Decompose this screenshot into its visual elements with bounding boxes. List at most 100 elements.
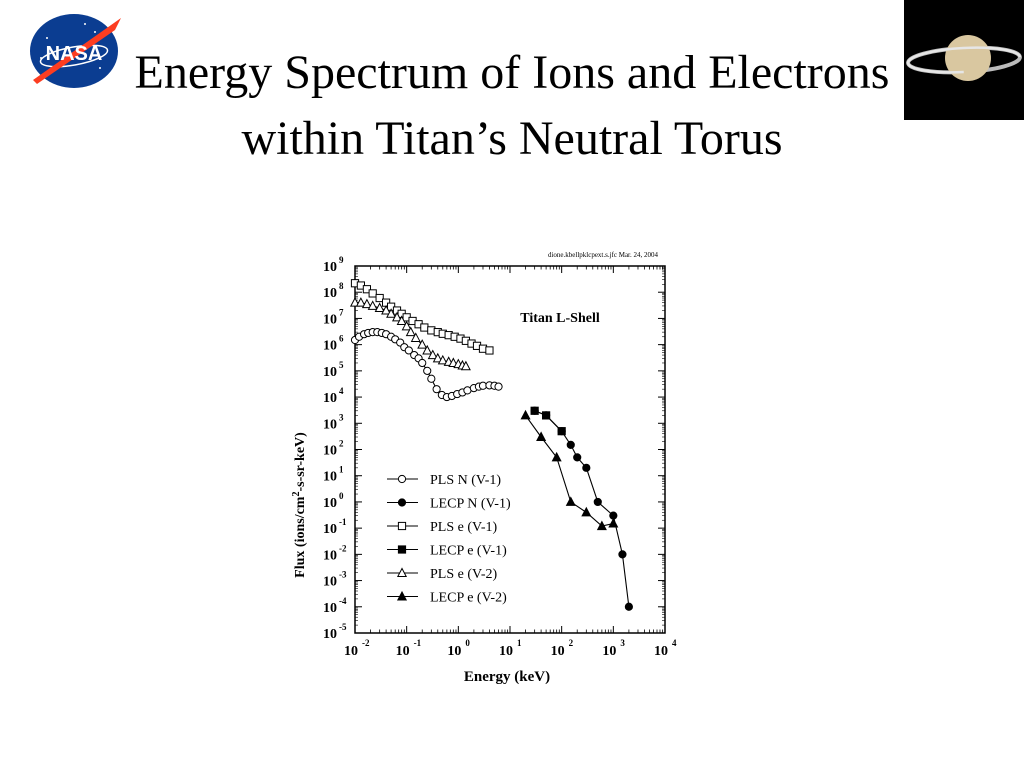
data-point [381,304,392,315]
legend-marker [397,474,407,484]
legend-item: PLS e (V-1) [387,520,497,535]
data-point [551,451,562,462]
series-lecp-e-v-1 [530,406,566,436]
series-pls-n-v-1 [350,328,503,402]
y-tick-exp: -4 [339,596,347,606]
x-tick-label: 10 [551,644,565,659]
nasa-logo-vector [33,18,121,84]
legend-label: PLS e (V-1) [430,520,497,535]
data-point [420,323,429,332]
data-point [460,360,471,371]
legend-item: LECP e (V-2) [387,591,507,606]
data-point [427,374,436,383]
data-point [367,300,378,310]
y-tick-exp: 9 [339,255,344,265]
nasa-logo: NASA [25,10,123,92]
data-point [410,332,421,342]
x-tick-exp: -2 [362,638,370,648]
legend-marker [397,545,407,554]
y-tick-exp: 4 [339,386,344,396]
data-point [542,411,551,420]
x-tick-label: 10 [654,644,668,659]
data-point [432,352,443,363]
legend-label: PLS e (V-2) [430,567,497,582]
series-group [349,279,633,611]
y-tick-label: 10 [323,496,337,511]
x-tick-label: 10 [499,644,513,659]
data-point [386,308,397,318]
y-tick-label: 10 [323,444,337,459]
data-point [494,382,503,391]
data-point [536,431,547,441]
chart-legend: PLS N (V-1) LECP N (V-1) PLS e (V-1) LECP e… [387,473,511,606]
data-point [374,302,385,312]
x-tick-exp: 1 [517,638,522,648]
data-point [624,602,633,611]
data-point [362,285,372,294]
x-tick-exp: 2 [569,638,574,648]
y-tick-label: 10 [323,312,337,327]
x-tick-exp: 0 [465,638,470,648]
legend-marker [396,590,408,601]
y-tick-exp: 5 [339,360,344,370]
legend-item: LECP N (V-1) [387,497,511,512]
y-tick-exp: -1 [339,517,347,527]
nasa-logo-text: NASA [46,43,103,65]
data-point [565,496,576,506]
data-point [405,326,416,337]
y-tick-exp: 7 [339,307,344,317]
x-tick-label: 10 [602,644,616,659]
legend-label: LECP N (V-1) [430,497,511,512]
y-axis-label: Flux (ions/cm2-s-sr-keV) [291,432,308,578]
y-tick-exp: -2 [339,543,347,553]
y-tick-exp: 6 [339,334,344,344]
data-point [423,366,432,375]
y-tick-label: 10 [323,417,337,432]
series-pls-e-v-1 [350,279,494,355]
data-point [520,409,531,420]
data-point [401,320,412,331]
x-tick-label: 10 [396,644,410,659]
legend-marker [396,567,408,577]
x-tick-exp: -1 [414,638,422,648]
data-point [485,346,494,355]
series-pls-e-v-2 [349,297,471,371]
y-tick-exp: 8 [339,281,344,291]
y-label-sup: 2 [291,492,302,497]
y-tick-exp: 0 [339,491,344,501]
data-point [417,339,428,349]
y-tick-label: 10 [323,627,337,642]
series-lecp-e-v-2 [520,409,619,531]
saturn-planet [945,35,991,81]
x-tick-label: 10 [344,644,358,659]
slide-title: Energy Spectrum of Ions and Electrons wi… [134,46,890,165]
legend-label: PLS N (V-1) [430,473,501,488]
x-tick-label: 10 [447,644,461,659]
saturn-image [904,0,1024,120]
y-tick-exp: -5 [339,622,347,632]
data-point [557,427,566,436]
data-point [349,297,361,307]
data-point [437,354,448,365]
chart-header-note: dione.kbellpklcpext.s.jfc Mar. 24, 2004 [548,251,659,259]
y-tick-exp: 2 [339,439,344,449]
legend-item: PLS e (V-2) [387,567,497,582]
data-point [432,385,441,394]
y-tick-label: 10 [323,286,337,301]
y-tick-label: 10 [323,339,337,354]
y-tick-label: 10 [323,391,337,406]
legend-label: LECP e (V-2) [430,591,507,606]
data-point [593,497,602,507]
data-point [566,440,575,449]
data-point [596,520,607,531]
data-point [573,453,582,462]
legend-item: PLS N (V-1) [387,473,501,488]
y-tick-exp: 3 [339,412,344,422]
y-tick-label: 10 [323,548,337,563]
x-tick-exp: 4 [672,638,677,648]
legend-marker [397,498,407,507]
flux-energy-chart: dione.kbellpklcpext.s.jfc Mar. 24, 2004 … [280,245,700,695]
y-tick-label: 10 [323,601,337,616]
data-point [361,298,372,309]
y-tick-label: 10 [323,365,337,380]
